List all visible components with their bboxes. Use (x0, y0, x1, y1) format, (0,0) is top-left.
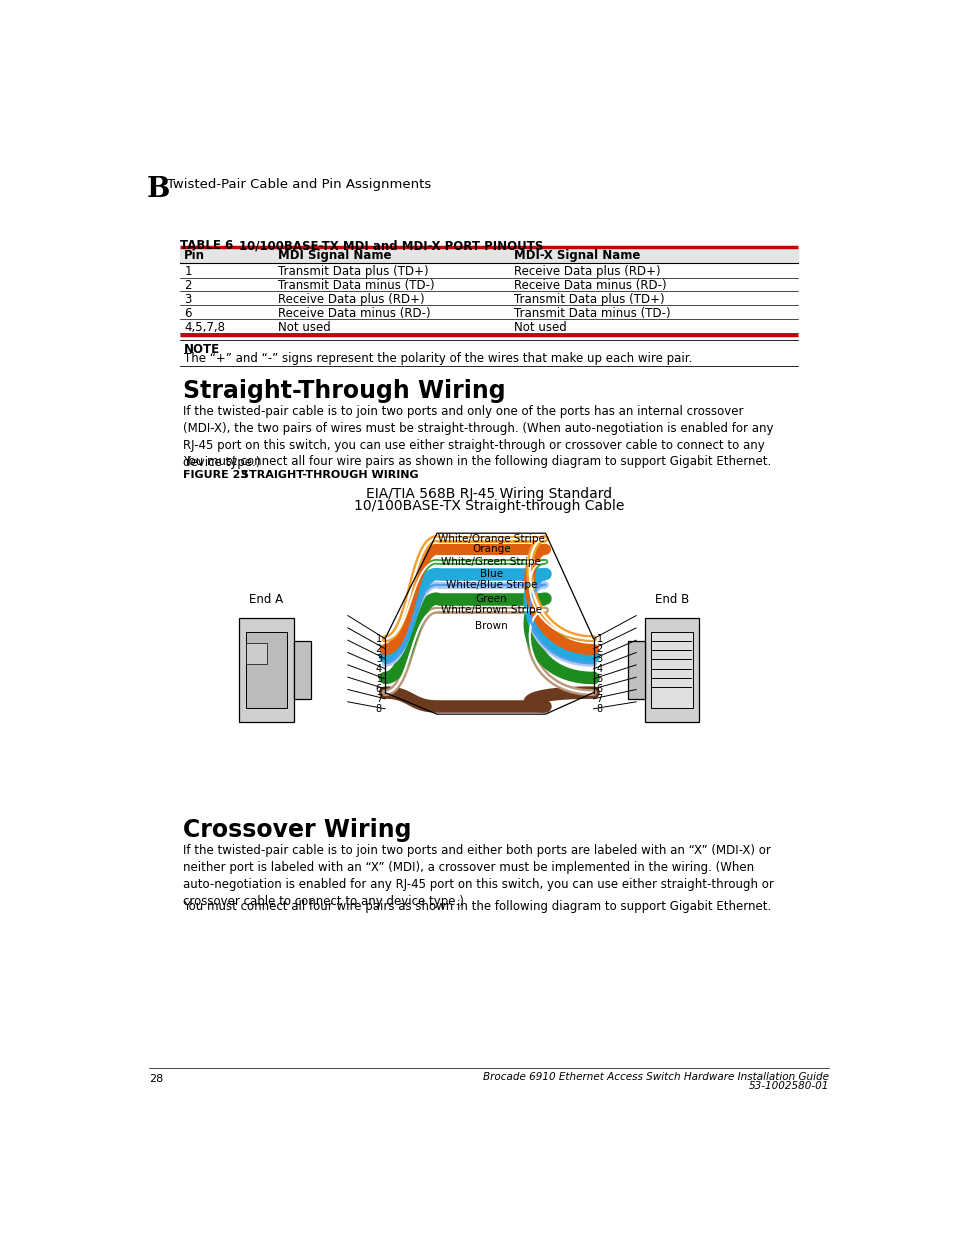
Text: Straight-Through Wiring: Straight-Through Wiring (183, 379, 505, 403)
Bar (239, 618, 294, 721)
Text: MDI Signal Name: MDI Signal Name (278, 249, 392, 262)
Text: 28: 28 (149, 1073, 163, 1084)
Text: 10/100BASE-TX Straight-through Cable: 10/100BASE-TX Straight-through Cable (354, 499, 623, 514)
Text: 6: 6 (596, 684, 602, 694)
Bar (245, 632, 287, 708)
Text: 4: 4 (596, 663, 602, 674)
Text: Transmit Data plus (TD+): Transmit Data plus (TD+) (278, 266, 428, 278)
Text: If the twisted-pair cable is to join two ports and only one of the ports has an : If the twisted-pair cable is to join two… (183, 405, 773, 468)
Text: 3: 3 (184, 293, 192, 306)
Text: B: B (146, 175, 170, 203)
Text: STRAIGHT-THROUGH WIRING: STRAIGHT-THROUGH WIRING (241, 471, 418, 480)
Text: End A: End A (249, 593, 283, 606)
Text: 2: 2 (375, 643, 381, 653)
Bar (644, 618, 699, 721)
Text: 10/100BASE-TX MDI and MDI-X PORT PINOUTS: 10/100BASE-TX MDI and MDI-X PORT PINOUTS (239, 240, 543, 252)
Text: Transmit Data plus (TD+): Transmit Data plus (TD+) (514, 293, 664, 306)
Text: Receive Data minus (RD-): Receive Data minus (RD-) (278, 306, 431, 320)
Text: NOTE: NOTE (184, 343, 220, 356)
Text: You must connect all four wire pairs as shown in the following diagram to suppor: You must connect all four wire pairs as … (183, 454, 770, 468)
Text: 1: 1 (375, 634, 381, 643)
Text: Green: Green (475, 594, 507, 604)
Text: You must connect all four wire pairs as shown in the following diagram to suppor: You must connect all four wire pairs as … (183, 900, 770, 914)
Text: Brown: Brown (475, 621, 507, 631)
Bar (245, 642, 266, 664)
Text: Orange: Orange (472, 545, 510, 555)
Text: Crossover Wiring: Crossover Wiring (183, 818, 411, 842)
Text: FIGURE 23: FIGURE 23 (183, 471, 248, 480)
Text: Transmit Data minus (TD-): Transmit Data minus (TD-) (514, 306, 670, 320)
Text: White/Orange Stripe: White/Orange Stripe (437, 534, 544, 543)
Text: 3: 3 (375, 653, 381, 663)
Text: 5: 5 (596, 674, 602, 684)
Text: Receive Data plus (RD+): Receive Data plus (RD+) (278, 293, 424, 306)
Text: 4,5,7,8: 4,5,7,8 (184, 321, 225, 333)
Text: Not used: Not used (514, 321, 567, 333)
Text: 8: 8 (596, 704, 602, 714)
Text: 2: 2 (596, 643, 602, 653)
Text: Pin: Pin (184, 249, 205, 262)
Bar (627, 641, 644, 699)
Text: 1: 1 (596, 634, 602, 643)
Text: TABLE 6: TABLE 6 (179, 240, 233, 252)
Text: 2: 2 (184, 279, 192, 293)
Text: If the twisted-pair cable is to join two ports and either both ports are labeled: If the twisted-pair cable is to join two… (183, 844, 773, 908)
Text: Blue: Blue (479, 569, 502, 579)
Text: 7: 7 (375, 694, 381, 704)
Text: The “+” and “-” signs represent the polarity of the wires that make up each wire: The “+” and “-” signs represent the pola… (184, 352, 692, 366)
Text: MDI-X Signal Name: MDI-X Signal Name (514, 249, 640, 262)
Text: White/Brown Stripe: White/Brown Stripe (440, 605, 541, 615)
Text: 1: 1 (184, 266, 192, 278)
Text: Receive Data minus (RD-): Receive Data minus (RD-) (514, 279, 666, 293)
Text: Transmit Data minus (TD-): Transmit Data minus (TD-) (278, 279, 435, 293)
Bar (650, 632, 692, 708)
Text: 4: 4 (375, 663, 381, 674)
Text: Twisted-Pair Cable and Pin Assignments: Twisted-Pair Cable and Pin Assignments (167, 178, 431, 191)
Text: 3: 3 (596, 653, 602, 663)
Text: 53-1002580-01: 53-1002580-01 (748, 1082, 828, 1092)
Text: 8: 8 (375, 704, 381, 714)
Text: Brocade 6910 Ethernet Access Switch Hardware Installation Guide: Brocade 6910 Ethernet Access Switch Hard… (482, 1072, 828, 1082)
Text: 6: 6 (375, 684, 381, 694)
Text: 5: 5 (375, 674, 381, 684)
Text: White/Green Stripe: White/Green Stripe (441, 557, 540, 567)
Text: Receive Data plus (RD+): Receive Data plus (RD+) (514, 266, 660, 278)
Text: 6: 6 (184, 306, 192, 320)
Text: Not used: Not used (278, 321, 331, 333)
Text: EIA/TIA 568B RJ-45 Wiring Standard: EIA/TIA 568B RJ-45 Wiring Standard (366, 487, 611, 501)
Bar (294, 641, 311, 699)
Text: 7: 7 (596, 694, 602, 704)
Text: White/Blue Stripe: White/Blue Stripe (445, 579, 537, 590)
Text: End B: End B (654, 593, 688, 606)
